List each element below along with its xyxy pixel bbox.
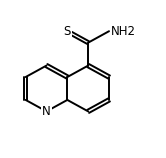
Text: N: N xyxy=(42,105,51,118)
Text: S: S xyxy=(64,25,71,38)
Text: NH2: NH2 xyxy=(111,25,136,38)
